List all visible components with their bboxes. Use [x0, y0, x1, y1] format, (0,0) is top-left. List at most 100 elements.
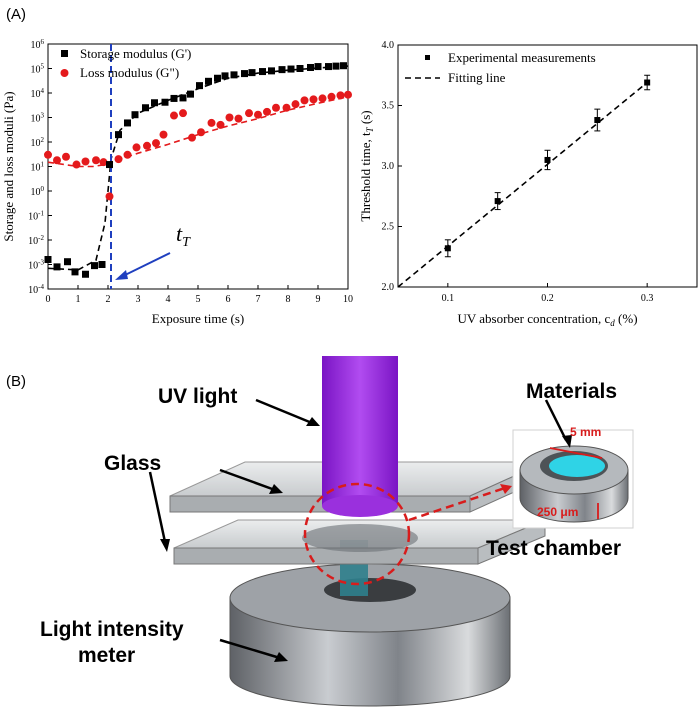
loss-point: [291, 100, 300, 109]
storage-point: [98, 261, 106, 268]
loss-point: [152, 139, 160, 148]
loss-point: [282, 103, 291, 112]
storage-point: [307, 63, 314, 71]
meter-label-line2: meter: [78, 644, 135, 667]
y-tick-label: 4.0: [382, 40, 395, 51]
loss-point: [188, 133, 196, 142]
loss-point: [132, 143, 141, 152]
legend-marker-loss: [60, 69, 69, 77]
storage-point: [151, 99, 158, 107]
legend-marker-experimental: [425, 55, 430, 60]
storage-point: [179, 94, 187, 102]
x-tick-label: 0.2: [541, 293, 554, 304]
y-tick-label: 101: [31, 161, 45, 174]
loss-point: [197, 128, 205, 137]
y-axis-title: Threshold time, tT (s): [358, 110, 375, 221]
measurement-point: [594, 117, 601, 124]
loss-point: [272, 103, 280, 112]
storage-point: [142, 104, 149, 112]
x-tick-label: 0: [46, 294, 51, 305]
materials-label: Materials: [526, 380, 617, 403]
loss-point: [245, 109, 253, 118]
storage-point: [332, 62, 340, 70]
storage-point: [124, 119, 131, 127]
meter-label-line1: Light intensity: [40, 618, 184, 641]
storage-point: [230, 71, 238, 79]
x-tick-label: 0.1: [442, 293, 455, 304]
diameter-label: 5 mm: [570, 425, 601, 439]
uv-beam: [322, 356, 398, 517]
storage-point: [287, 65, 295, 73]
y-tick-label: 100: [31, 185, 45, 198]
loss-point: [99, 158, 108, 167]
y-tick-label: 105: [31, 63, 45, 76]
measurement-point: [544, 156, 551, 163]
loss-point: [92, 156, 100, 165]
y-tick-label: 10-1: [28, 210, 44, 223]
storage-point: [325, 63, 332, 71]
x-tick-label: 5: [196, 294, 201, 305]
loss-point: [179, 109, 187, 118]
storage-point: [248, 69, 256, 77]
loss-point: [327, 92, 336, 101]
uv-arrow: [255, 398, 313, 425]
loss-point: [159, 130, 168, 139]
y-tick-label: 103: [31, 112, 45, 125]
y-tick-label: 104: [31, 87, 45, 100]
annotation-arrow: [120, 252, 171, 278]
x-tick-label: 7: [256, 294, 261, 305]
storage-point: [187, 90, 194, 98]
x-tick-label: 6: [226, 294, 231, 305]
storage-point: [221, 72, 229, 80]
zoom-connector: [408, 486, 506, 522]
x-tick-label: 2: [106, 294, 111, 305]
legend-label-storage: Storage modulus (G'): [80, 46, 191, 61]
x-tick-label: 4: [166, 294, 171, 305]
storage-point: [115, 131, 122, 139]
y-tick-label: 2.5: [382, 222, 395, 233]
storage-point: [44, 255, 52, 263]
storage-point: [268, 67, 275, 75]
measurement-point: [444, 245, 451, 252]
glass-label: Glass: [104, 452, 161, 475]
chamber-inset: [512, 429, 634, 529]
legend-marker-storage: [61, 50, 68, 57]
loss-point: [207, 118, 216, 127]
loss-point: [263, 107, 271, 116]
threshold-annotation: tT: [176, 221, 191, 250]
y-tick-label: 102: [31, 136, 45, 149]
storage-point: [71, 268, 79, 276]
measurement-point: [494, 198, 501, 205]
storage-point: [131, 111, 139, 119]
y-tick-label: 106: [31, 38, 45, 51]
x-axis-title: Exposure time (s): [152, 311, 244, 326]
storage-point: [161, 98, 169, 106]
storage-point: [314, 63, 322, 71]
depth-label: 250 μm: [537, 505, 578, 519]
legend-label-experimental: Experimental measurements: [448, 50, 596, 65]
loss-point: [170, 111, 178, 120]
loss-point: [143, 141, 151, 150]
storage-point: [278, 66, 286, 74]
storage-point: [53, 263, 61, 271]
storage-point: [196, 82, 203, 90]
annotation-arrowhead: [115, 270, 128, 280]
storage-point: [106, 161, 113, 169]
loss-point: [234, 114, 243, 123]
x-tick-label: 10: [343, 294, 353, 305]
storage-point: [214, 74, 221, 82]
test-chamber-label: Test chamber: [486, 537, 621, 560]
storage-point: [296, 65, 304, 72]
storage-point: [340, 62, 347, 70]
x-tick-label: 0.3: [641, 293, 654, 304]
x-axis-title: UV absorber concentration, cd (%): [457, 311, 637, 328]
test-chamber-highlight: [303, 482, 411, 586]
loss-point: [53, 156, 61, 165]
loss-point: [344, 90, 352, 99]
light-intensity-meter: [229, 540, 511, 707]
loss-point: [318, 94, 327, 103]
loss-point: [336, 91, 345, 100]
x-tick-label: 9: [316, 294, 321, 305]
